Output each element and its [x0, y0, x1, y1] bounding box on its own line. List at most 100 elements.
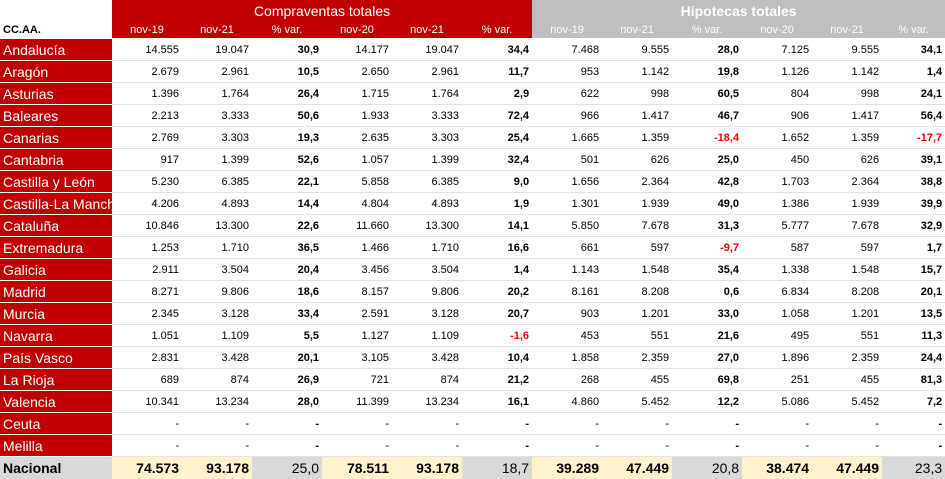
table-cell: 1.939 — [812, 193, 882, 215]
table-cell: 2,9 — [462, 83, 532, 105]
region-label: Andalucía — [0, 39, 112, 61]
region-label: Navarra — [0, 325, 112, 347]
region-label: Valencia — [0, 391, 112, 413]
table-cell: 20,4 — [252, 259, 322, 281]
region-label: Ceuta — [0, 413, 112, 435]
table-cell: 1.058 — [742, 303, 812, 325]
cc-aa-label: CC.AA. — [0, 21, 112, 39]
column-header: nov-21 — [812, 21, 882, 39]
table-cell: 1.466 — [322, 237, 392, 259]
table-cell: 551 — [602, 325, 672, 347]
table-cell: 25,4 — [462, 127, 532, 149]
region-label: Asturias — [0, 83, 112, 105]
table-cell: 6.385 — [182, 171, 252, 193]
table-cell: 10.341 — [112, 391, 182, 413]
table-cell: 0,6 — [672, 281, 742, 303]
table-cell: 3.456 — [322, 259, 392, 281]
table-cell: - — [322, 413, 392, 435]
table-cell: 28,0 — [252, 391, 322, 413]
region-label: Extremadura — [0, 237, 112, 259]
table-cell: 2.213 — [112, 105, 182, 127]
table-cell: - — [602, 435, 672, 457]
table-cell: 1.710 — [392, 237, 462, 259]
table-cell: 6.385 — [392, 171, 462, 193]
table-cell: 2.769 — [112, 127, 182, 149]
table-cell: 1.201 — [812, 303, 882, 325]
table-cell: 455 — [812, 369, 882, 391]
region-label: Canarias — [0, 127, 112, 149]
table-cell: 998 — [812, 83, 882, 105]
table-cell: 998 — [602, 83, 672, 105]
table-cell: - — [462, 435, 532, 457]
table-cell: 453 — [532, 325, 602, 347]
table-cell: 8.208 — [812, 281, 882, 303]
table-cell: 93.178 — [392, 457, 462, 479]
table-cell: 2.635 — [322, 127, 392, 149]
table-cell: 1.939 — [602, 193, 672, 215]
table-cell: - — [252, 413, 322, 435]
table-cell: 953 — [532, 61, 602, 83]
table-cell: 1.665 — [532, 127, 602, 149]
table-cell: 10,5 — [252, 61, 322, 83]
table-cell: - — [182, 435, 252, 457]
table-cell: - — [252, 435, 322, 457]
table-cell: 1.359 — [602, 127, 672, 149]
region-label: Castilla y León — [0, 171, 112, 193]
table-cell: 38,8 — [882, 171, 945, 193]
table-cell: 587 — [742, 237, 812, 259]
table-cell: 6.834 — [742, 281, 812, 303]
table-cell: 32,4 — [462, 149, 532, 171]
table-cell: 874 — [182, 369, 252, 391]
table-cell: 13.300 — [392, 215, 462, 237]
table-cell: 1.858 — [532, 347, 602, 369]
table-cell: 19.047 — [182, 39, 252, 61]
group-header-compraventas: Compraventas totales — [112, 0, 532, 21]
group-header-hipotecas: Hipotecas totales — [532, 0, 945, 21]
table-cell: 4.893 — [182, 193, 252, 215]
column-header: nov-19 — [532, 21, 602, 39]
table-cell: 16,1 — [462, 391, 532, 413]
table-cell: 13.234 — [392, 391, 462, 413]
table-cell: - — [532, 413, 602, 435]
table-cell: 2.911 — [112, 259, 182, 281]
table-cell: 1,9 — [462, 193, 532, 215]
table-cell: 4.893 — [392, 193, 462, 215]
table-cell: 26,4 — [252, 83, 322, 105]
table-cell: 3.504 — [392, 259, 462, 281]
table-cell: 20,2 — [462, 281, 532, 303]
table-cell: 8.208 — [602, 281, 672, 303]
table-cell: 1.417 — [602, 105, 672, 127]
table-cell: 35,4 — [672, 259, 742, 281]
table-cell: 8.157 — [322, 281, 392, 303]
table-cell: 1.652 — [742, 127, 812, 149]
table-cell: 9.555 — [812, 39, 882, 61]
table-cell: - — [812, 413, 882, 435]
table-cell: 2.364 — [812, 171, 882, 193]
table-cell: 626 — [602, 149, 672, 171]
table-cell: 804 — [742, 83, 812, 105]
table-cell: 22,6 — [252, 215, 322, 237]
table-cell: 20,1 — [882, 281, 945, 303]
table-cell: 9,0 — [462, 171, 532, 193]
table-cell: 25,0 — [252, 457, 322, 479]
table-cell: 1.896 — [742, 347, 812, 369]
table-cell: 2.591 — [322, 303, 392, 325]
table-cell: 34,4 — [462, 39, 532, 61]
table-cell: 501 — [532, 149, 602, 171]
table-cell: 46,7 — [672, 105, 742, 127]
table-cell: 14.177 — [322, 39, 392, 61]
table-cell: 23,3 — [882, 457, 945, 479]
table-cell: 4.804 — [322, 193, 392, 215]
region-label: Murcia — [0, 303, 112, 325]
table-cell: - — [322, 435, 392, 457]
table-cell: 1.109 — [392, 325, 462, 347]
region-label: Cantabria — [0, 149, 112, 171]
table-cell: 1.548 — [812, 259, 882, 281]
table-cell: 22,1 — [252, 171, 322, 193]
region-label: Baleares — [0, 105, 112, 127]
